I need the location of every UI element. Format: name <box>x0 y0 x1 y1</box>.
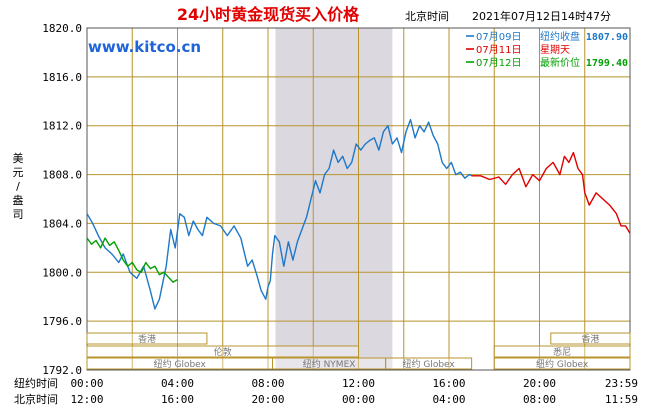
legend-date: 07月12日 <box>476 57 521 69</box>
chart-title: 24小时黄金现货买入价格 <box>177 5 360 24</box>
market-session-box <box>86 332 208 345</box>
legend: 07月09日 纽约收盘 1807.90 07月11日 星期天 07月12日 最新价位 1799… <box>466 30 628 69</box>
market-session-label: 悉尼 <box>553 346 571 358</box>
nymex-session-shade <box>275 28 393 370</box>
x-row-label: 北京时间 <box>14 392 58 406</box>
x-tick-label: 23:59 <box>605 377 638 390</box>
x-tick-label: 00:00 <box>70 377 103 390</box>
market-session-box <box>493 345 631 358</box>
legend-date: 07月09日 <box>476 31 521 43</box>
legend-label: 纽约收盘 <box>540 30 580 43</box>
y-tick-label: 1812.0 <box>42 120 82 133</box>
y-tick-label: 1796.0 <box>42 315 82 328</box>
watermark-url: www.kitco.cn <box>88 38 201 56</box>
plot-border <box>86 27 631 371</box>
y-axis-label-char: 盎 <box>13 193 24 207</box>
y-tick-label: 1808.0 <box>42 169 82 182</box>
y-axis-label-char: 司 <box>13 208 24 221</box>
x-tick-label: 20:00 <box>523 377 556 390</box>
y-tick-label: 1792.0 <box>42 364 82 377</box>
market-session-label: 纽约 Globex <box>154 358 207 370</box>
market-session-label: 纽约 Globex <box>536 358 589 370</box>
market-session-box <box>493 357 631 370</box>
x-tick-label: 08:00 <box>523 393 556 406</box>
chart-grid <box>86 27 631 371</box>
x-tick-label: 00:00 <box>342 393 375 406</box>
market-session-box <box>550 332 631 345</box>
x-tick-label: 16:00 <box>432 377 465 390</box>
market-session-box <box>86 345 359 358</box>
x-tick-label: 08:00 <box>251 377 284 390</box>
series-line-0712 <box>86 237 178 283</box>
y-axis-label-char: / <box>16 180 20 193</box>
axes: 1792.0 1796.0 1800.0 1804.0 1808.0 1812.0 1816… <box>13 22 639 406</box>
x-tick-label: 16:00 <box>161 393 194 406</box>
y-tick-label: 1804.0 <box>42 217 82 230</box>
y-tick-label: 1800.0 <box>42 266 82 279</box>
legend-label: 最新价位 <box>540 56 580 69</box>
market-session-label: 香港 <box>138 333 156 345</box>
timestamp: 2021年07月12日14时47分 <box>472 9 611 23</box>
market-session-label: 香港 <box>581 333 599 345</box>
market-session-box <box>385 357 473 370</box>
legend-value: 1799.40 <box>586 58 628 69</box>
x-tick-label: 20:00 <box>251 393 284 406</box>
market-session-label: 伦敦 <box>214 346 232 358</box>
y-tick-label: 1816.0 <box>42 71 82 84</box>
series-line-0709 <box>86 118 472 310</box>
price-series <box>86 118 631 310</box>
y-axis-label-char: 美 <box>13 152 24 165</box>
x-tick-label: 04:00 <box>161 377 194 390</box>
nymex-shade-rect <box>275 28 393 370</box>
x-tick-label: 04:00 <box>432 393 465 406</box>
y-axis-label-char: 元 <box>13 166 24 179</box>
legend-label: 星期天 <box>540 44 570 56</box>
market-session-label: 纽约 Globex <box>403 358 456 370</box>
series-line-0711 <box>471 151 631 234</box>
y-tick-label: 1820.0 <box>42 22 82 35</box>
x-tick-label: 12:00 <box>342 377 375 390</box>
x-tick-label: 11:59 <box>605 393 638 406</box>
market-session-label: 纽约 NYMEX <box>303 358 356 370</box>
legend-date: 07月11日 <box>476 44 521 56</box>
legend-value: 1807.90 <box>586 32 628 43</box>
x-row-label: 纽约时间 <box>14 376 58 390</box>
time-label: 北京时间 <box>405 9 449 23</box>
x-tick-label: 12:00 <box>70 393 103 406</box>
